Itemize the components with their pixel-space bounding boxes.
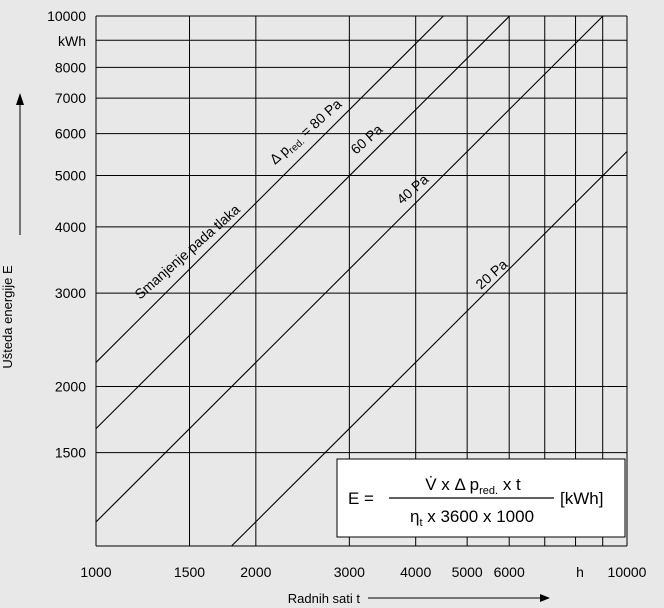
series-label-60pa: 60 Pa [347, 121, 385, 157]
series-label-40pa: 40 Pa [393, 171, 431, 207]
x-tick-label-5000: 5000 [452, 564, 483, 580]
formula-num-tail: x t [498, 475, 521, 494]
y-tick-label-3000: 3000 [55, 285, 86, 301]
y-tick-label-8000: 8000 [55, 59, 86, 75]
x-axis-arrow [368, 594, 550, 602]
x-tick-label-3000: 3000 [334, 564, 365, 580]
x-tick-label-6000: 6000 [494, 564, 525, 580]
formula-num-main: V̇ x Δ p [425, 475, 479, 494]
formula-den-tail: x 3600 x 1000 [423, 507, 535, 526]
formula-denominator: ηt x 3600 x 1000 [410, 507, 534, 529]
formula-unit: [kWh] [560, 489, 603, 508]
formula-den-main: η [410, 507, 419, 526]
reduction-label: Smanjenje pada tlaka [131, 201, 243, 302]
y-tick-label-1500: 1500 [55, 445, 86, 461]
series-line-20pa [231, 151, 628, 547]
tick-labels: 1000 1500 2000 3000 4000 5000 6000 10000 1500 200… [47, 8, 647, 580]
y-tick-label-6000: 6000 [55, 126, 86, 142]
formula-den-sub: t [419, 517, 422, 529]
x-unit-label: h [576, 564, 584, 580]
series-lines [95, 15, 628, 547]
y-tick-label-10000: 10000 [47, 8, 86, 24]
series-line-60pa [95, 15, 510, 430]
x-tick-label-10000: 10000 [608, 564, 647, 580]
series-label-80pa: Δ pred. = 80 Pa [266, 95, 346, 169]
x-tick-label-1500: 1500 [174, 564, 205, 580]
formula-lhs: E = [348, 489, 374, 508]
series-line-80pa [95, 15, 444, 363]
grid-lines [95, 15, 628, 547]
x-tick-label-4000: 4000 [400, 564, 431, 580]
formula-box: E = V̇ x Δ pred. x t ηt x 3600 x 1000 [k… [336, 458, 626, 538]
y-unit-label: kWh [58, 33, 86, 49]
y-tick-label-4000: 4000 [55, 219, 86, 235]
y-tick-label-5000: 5000 [55, 168, 86, 184]
formula-num-sub: red. [479, 485, 498, 497]
series-line-40pa [95, 15, 604, 523]
y-axis-title: Ušteda energije E [0, 265, 15, 369]
formula-numerator: V̇ x Δ pred. x t [425, 475, 521, 497]
x-tick-label-1000: 1000 [80, 564, 111, 580]
y-tick-label-7000: 7000 [55, 90, 86, 106]
x-tick-label-2000: 2000 [240, 564, 271, 580]
y-axis-arrow [16, 93, 24, 235]
label-80-suffix: = 80 Pa [294, 95, 344, 142]
x-axis-title: Radnih sati t [288, 591, 361, 606]
y-tick-label-2000: 2000 [55, 378, 86, 394]
